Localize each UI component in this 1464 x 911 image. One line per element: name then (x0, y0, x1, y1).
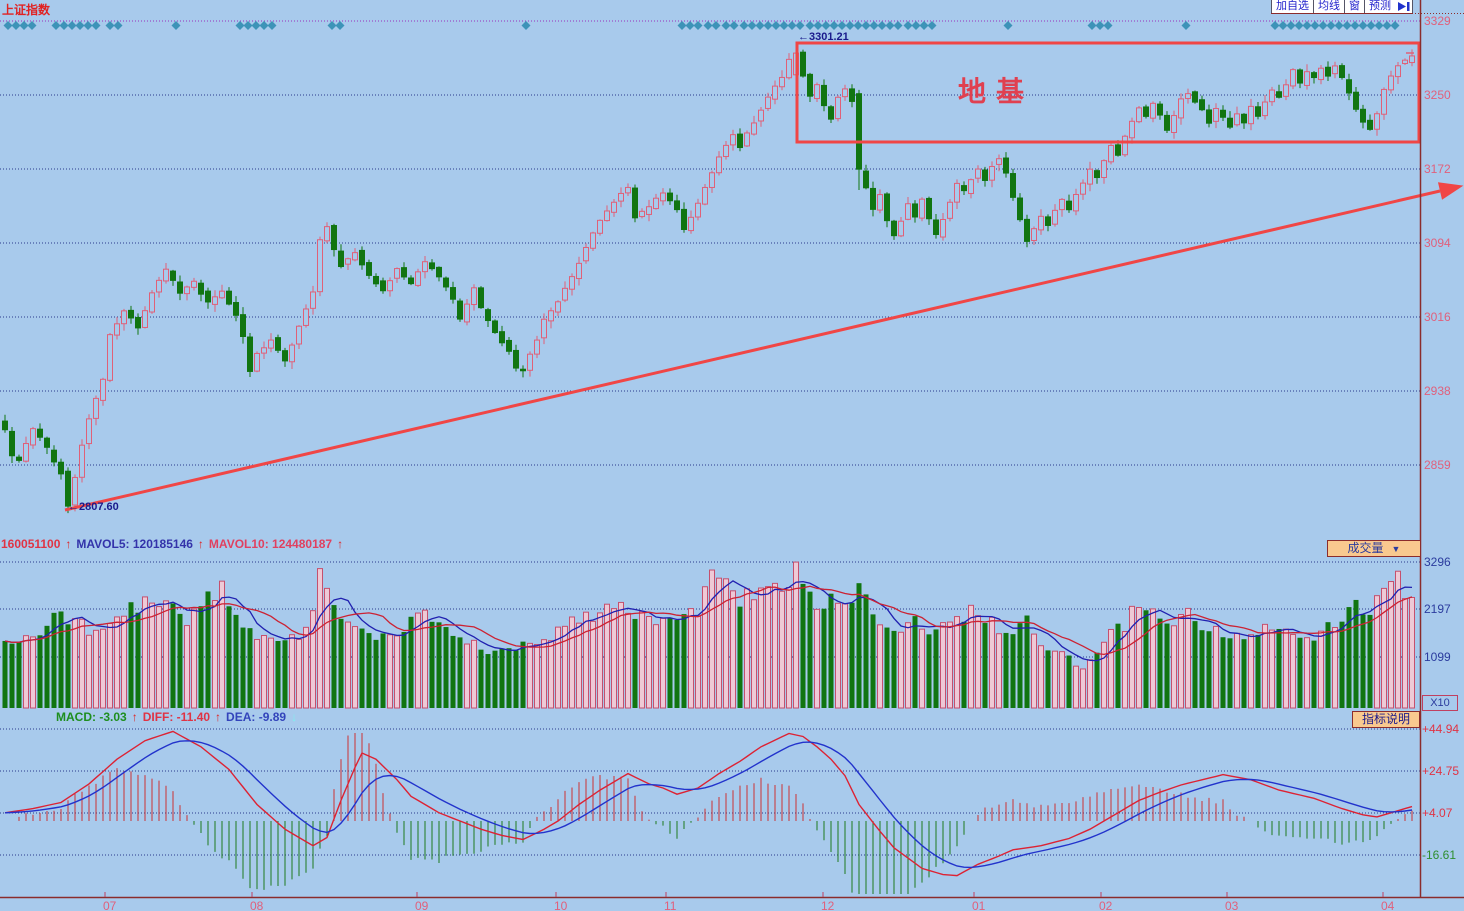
price-axis-label: 3016 (1424, 310, 1451, 324)
add-to-watchlist-button[interactable]: 加自选 (1271, 0, 1313, 13)
price-axis-label: 2938 (1424, 384, 1451, 398)
price-axis-label: 3250 (1424, 88, 1451, 102)
volume-header-item: MAVOL5: 120185146 (76, 537, 193, 551)
moving-average-button[interactable]: 均线 (1313, 0, 1344, 13)
macd-axis-label: +4.07 (1422, 806, 1453, 820)
macd-header-item: ↓ (291, 710, 298, 724)
macd-header-item: ↑ (215, 710, 222, 724)
window-button[interactable]: 窗 (1344, 0, 1364, 13)
price-axis-label: 3329 (1424, 14, 1451, 28)
macd-axis-label: +24.75 (1422, 764, 1460, 778)
month-axis-label: 03 (1225, 899, 1239, 911)
volume-selector-label: 成交量 (1347, 541, 1384, 555)
forecast-button[interactable]: 预测 (1364, 0, 1395, 13)
macd-axis-label: +44.94 (1422, 722, 1460, 736)
volume-unit-label: X10 (1422, 695, 1458, 711)
chevron-down-icon: ▼ (1391, 544, 1401, 554)
month-axis-label: 08 (250, 899, 264, 911)
volume-header: 160051100 ↑ MAVOL5: 120185146 ↑ MAVOL10: 124… (1, 537, 348, 551)
volume-axis-label: 1099 (1424, 650, 1451, 664)
volume-axis-label: 2197 (1424, 602, 1451, 616)
month-axis-label: 04 (1381, 899, 1395, 911)
macd-header-item: DEA: -9.89 (226, 710, 287, 724)
macd-axis-label: -16.61 (1422, 848, 1457, 862)
volume-header-item: ↑ (337, 537, 344, 551)
volume-indicator-selector[interactable]: 成交量 ▼ (1327, 540, 1421, 557)
volume-header-item: MAVOL10: 124480187 (208, 537, 333, 551)
indicator-help-button[interactable]: 指标说明 (1352, 711, 1420, 728)
skip-to-end-icon[interactable] (1395, 0, 1413, 13)
month-axis-label: 11 (664, 899, 677, 911)
foundation-box-label: 地基 (958, 76, 1035, 107)
high-price-annotation: ←3301.21 (798, 31, 849, 43)
toolbar: 加自选 均线 窗 预测 (1271, 0, 1413, 14)
month-axis-label: 01 (972, 899, 986, 911)
price-axis-label: 3094 (1424, 236, 1451, 250)
month-axis-label: 12 (821, 899, 835, 911)
macd-header-item: DIFF: -11.40 (142, 710, 211, 724)
volume-header-item: 160051100 (1, 537, 61, 551)
volume-header-item: ↑ (65, 537, 72, 551)
macd-header-item: MACD: -3.03 (56, 710, 127, 724)
macd-header: MACD: -3.03 ↑ DIFF: -11.40 ↑ DEA: -9.89 ↓ (56, 710, 302, 724)
low-price-annotation: ←2807.60 (68, 501, 119, 513)
page-title: 上证指数 (2, 3, 51, 17)
month-axis-label: 09 (415, 899, 429, 911)
volume-axis-label: 3296 (1424, 555, 1451, 569)
month-axis-label: 07 (103, 899, 117, 911)
price-axis-label: 2859 (1424, 458, 1451, 472)
month-axis-label: 02 (1099, 899, 1113, 911)
macd-header-item: ↑ (131, 710, 138, 724)
month-axis-label: 10 (554, 899, 568, 911)
volume-header-item: ↑ (197, 537, 204, 551)
price-axis-label: 3172 (1424, 162, 1451, 176)
